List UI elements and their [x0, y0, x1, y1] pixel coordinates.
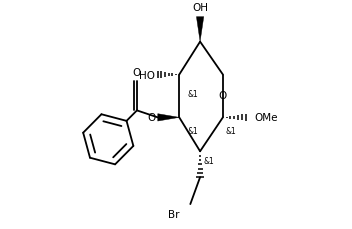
- Text: O: O: [147, 113, 155, 123]
- Text: O: O: [133, 68, 141, 78]
- Text: &1: &1: [187, 127, 198, 136]
- Text: &1: &1: [226, 127, 236, 136]
- Text: Br: Br: [168, 209, 180, 219]
- Text: OH: OH: [192, 3, 208, 13]
- Polygon shape: [196, 18, 204, 42]
- Polygon shape: [158, 114, 179, 122]
- Text: OMe: OMe: [254, 113, 278, 123]
- Text: O: O: [219, 91, 227, 101]
- Text: &1: &1: [203, 157, 214, 166]
- Text: &1: &1: [187, 90, 198, 99]
- Text: HO: HO: [139, 70, 155, 80]
